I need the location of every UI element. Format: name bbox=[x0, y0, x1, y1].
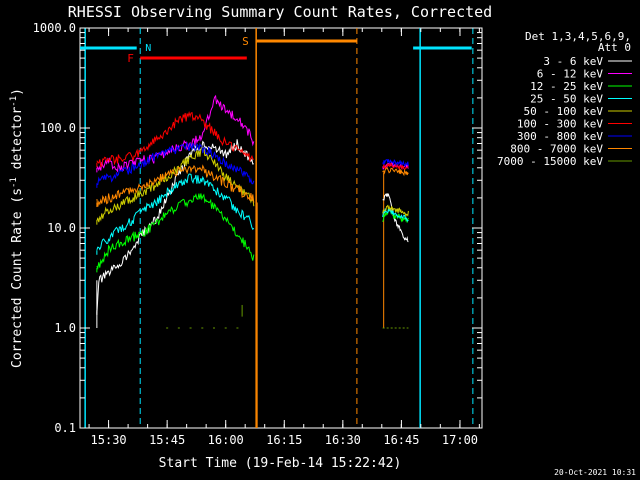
y-axis-ticks: 0.1 1.0 10.0 100.0 1000.0 bbox=[33, 21, 482, 435]
series-line-12-25-kev bbox=[96, 193, 255, 270]
footer-timestamp: 20-Oct-2021 10:31 bbox=[554, 468, 636, 477]
legend-entry-3-6-kev: 3 - 6 keV bbox=[543, 55, 603, 68]
series-line-300-800-kev bbox=[96, 141, 255, 186]
series-line-6-12-kev bbox=[96, 94, 255, 173]
legend-entry-25-50-kev: 25 - 50 keV bbox=[530, 93, 603, 106]
series-line-800-7000-kev bbox=[96, 164, 255, 207]
legend-entry-7000-15000-kev: 7000 - 15000 keV bbox=[497, 155, 603, 168]
x-axis-ticks: 15:30 15:45 16:00 16:15 16:30 16:45 17:00 bbox=[88, 28, 480, 447]
x-tick-label: 17:00 bbox=[442, 433, 478, 447]
legend-header-line-1: Det 1,3,4,5,6,9, bbox=[525, 30, 631, 43]
chart-title: RHESSI Observing Summary Count Rates, Co… bbox=[68, 3, 492, 21]
series-line-3-6-kev bbox=[96, 139, 254, 314]
series-line-50-100-kev bbox=[96, 145, 255, 223]
series-line-3-6-kev-seg2 bbox=[382, 192, 409, 243]
x-tick-label: 16:45 bbox=[383, 433, 419, 447]
legend-entry-50-100-kev: 50 - 100 keV bbox=[524, 105, 604, 118]
x-tick-label: 15:45 bbox=[149, 433, 185, 447]
series-line-800-7000-kev-seg2 bbox=[382, 167, 409, 177]
legend-entry-100-300-kev: 100 - 300 keV bbox=[517, 118, 603, 131]
orbit-annotations: NF S bbox=[80, 28, 474, 428]
legend-entry-300-800-kev: 300 - 800 keV bbox=[517, 130, 603, 143]
x-axis-label: Start Time (19-Feb-14 15:22:42) bbox=[159, 456, 402, 471]
y-tick-label: 100.0 bbox=[40, 121, 76, 135]
series-line-25-50-kev-seg2 bbox=[382, 208, 409, 223]
y-tick-label: 1000.0 bbox=[33, 21, 76, 35]
legend-entry-800-7000-kev: 800 - 7000 keV bbox=[510, 143, 603, 156]
series-line-12-25-kev-seg2 bbox=[382, 208, 409, 223]
series-line-300-800-kev-seg2 bbox=[382, 159, 409, 167]
series-line-25-50-kev bbox=[96, 173, 255, 251]
y-tick-label: 10.0 bbox=[47, 221, 76, 235]
night-label: N bbox=[145, 43, 151, 54]
x-tick-label: 16:15 bbox=[266, 433, 302, 447]
legend-entry-6-12-kev: 6 - 12 keV bbox=[537, 68, 604, 81]
series-lines bbox=[96, 94, 409, 329]
x-tick-label: 16:00 bbox=[208, 433, 244, 447]
legend-entry-12-25-kev: 12 - 25 keV bbox=[530, 80, 603, 93]
y-tick-label: 1.0 bbox=[54, 321, 76, 335]
series-line-50-100-kev-seg2 bbox=[382, 204, 409, 218]
saa-label: S bbox=[242, 35, 249, 48]
x-tick-label: 16:30 bbox=[325, 433, 361, 447]
flare-label: F bbox=[127, 52, 134, 65]
series-line-100-300-kev bbox=[96, 111, 254, 168]
legend-header-line-2: Att 0 bbox=[598, 41, 631, 54]
y-tick-label: 0.1 bbox=[54, 421, 76, 435]
y-axis-label: Corrected Count Rate (s-1 detector-1) bbox=[9, 88, 25, 368]
x-tick-label: 15:30 bbox=[91, 433, 127, 447]
